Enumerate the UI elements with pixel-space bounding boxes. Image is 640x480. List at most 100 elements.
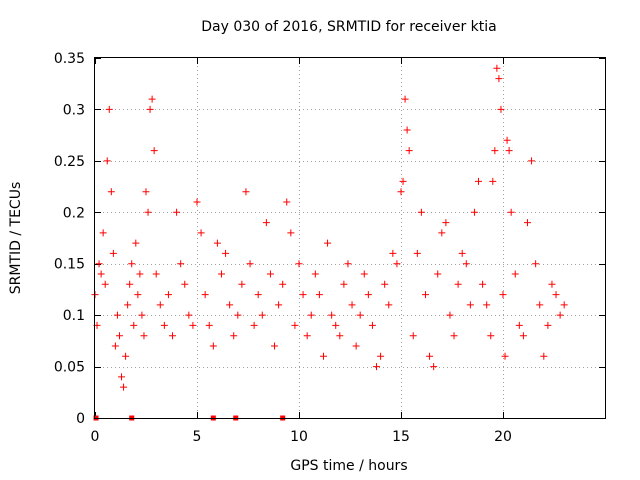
data-point bbox=[470, 208, 478, 216]
data-point bbox=[497, 105, 505, 113]
y-tick-label: 0.1 bbox=[63, 308, 85, 324]
data-point bbox=[201, 291, 209, 299]
data-point bbox=[446, 311, 454, 319]
data-point bbox=[120, 383, 128, 391]
data-point bbox=[381, 280, 389, 288]
data-point bbox=[287, 229, 295, 237]
data-series bbox=[91, 64, 568, 391]
data-point bbox=[189, 321, 197, 329]
y-axis: 0 0.05 0.1 0.15 0.2 0.25 0.3 0.35 bbox=[54, 51, 605, 427]
data-point bbox=[266, 270, 274, 278]
data-point bbox=[548, 280, 556, 288]
data-point bbox=[536, 301, 544, 309]
data-point bbox=[275, 301, 283, 309]
data-point bbox=[234, 311, 242, 319]
data-point bbox=[511, 270, 519, 278]
data-point bbox=[409, 332, 417, 340]
data-point bbox=[226, 301, 234, 309]
data-point bbox=[332, 321, 340, 329]
data-point bbox=[230, 332, 238, 340]
data-point bbox=[222, 249, 230, 257]
data-point bbox=[413, 249, 421, 257]
data-point bbox=[501, 352, 509, 360]
data-point bbox=[532, 260, 540, 268]
data-point bbox=[111, 342, 119, 350]
data-point bbox=[205, 321, 213, 329]
data-point bbox=[132, 239, 140, 247]
data-point bbox=[352, 342, 360, 350]
data-point bbox=[528, 157, 536, 165]
data-point bbox=[146, 105, 154, 113]
data-point bbox=[430, 363, 438, 371]
data-point bbox=[489, 177, 497, 185]
data-point bbox=[107, 188, 115, 196]
data-point bbox=[97, 270, 105, 278]
data-point bbox=[560, 301, 568, 309]
data-point bbox=[515, 321, 523, 329]
data-point bbox=[399, 177, 407, 185]
data-point bbox=[136, 270, 144, 278]
data-point bbox=[397, 188, 405, 196]
data-point bbox=[164, 291, 172, 299]
data-point bbox=[403, 126, 411, 134]
data-point bbox=[495, 75, 503, 83]
data-point bbox=[115, 332, 123, 340]
data-point bbox=[140, 332, 148, 340]
data-point bbox=[113, 311, 121, 319]
data-point bbox=[250, 321, 258, 329]
data-point bbox=[103, 157, 111, 165]
data-point bbox=[389, 249, 397, 257]
data-point bbox=[128, 260, 136, 268]
data-point bbox=[368, 321, 376, 329]
data-point bbox=[393, 260, 401, 268]
data-point bbox=[319, 352, 327, 360]
data-point bbox=[324, 239, 332, 247]
data-point bbox=[421, 291, 429, 299]
y-tick-label: 0.05 bbox=[54, 360, 85, 376]
data-point bbox=[507, 208, 515, 216]
data-point bbox=[540, 352, 548, 360]
data-point bbox=[401, 95, 409, 103]
data-point bbox=[377, 352, 385, 360]
data-point bbox=[213, 239, 221, 247]
data-point bbox=[348, 301, 356, 309]
data-point bbox=[138, 311, 146, 319]
data-point bbox=[126, 280, 134, 288]
y-tick-label: 0.15 bbox=[54, 257, 85, 273]
data-point bbox=[134, 291, 142, 299]
data-point bbox=[181, 280, 189, 288]
data-point bbox=[434, 270, 442, 278]
data-point bbox=[364, 291, 372, 299]
y-tick-label: 0.25 bbox=[54, 154, 85, 170]
data-point bbox=[169, 332, 177, 340]
data-point bbox=[426, 352, 434, 360]
x-axis-label: GPS time / hours bbox=[290, 458, 407, 474]
data-point bbox=[523, 219, 531, 227]
data-point bbox=[173, 208, 181, 216]
x-tick-label: 20 bbox=[494, 429, 512, 445]
data-point bbox=[299, 291, 307, 299]
data-point bbox=[307, 311, 315, 319]
data-point bbox=[242, 188, 250, 196]
data-point bbox=[454, 280, 462, 288]
data-point bbox=[262, 219, 270, 227]
data-point bbox=[246, 260, 254, 268]
data-point bbox=[254, 291, 262, 299]
y-tick-label: 0 bbox=[76, 411, 85, 427]
data-point bbox=[118, 373, 126, 381]
data-point bbox=[95, 260, 103, 268]
data-point bbox=[130, 321, 138, 329]
chart-title: Day 030 of 2016, SRMTID for receiver kti… bbox=[201, 19, 496, 35]
data-point bbox=[291, 321, 299, 329]
data-point bbox=[271, 342, 279, 350]
data-point bbox=[150, 147, 158, 155]
data-point bbox=[315, 291, 323, 299]
data-point bbox=[356, 311, 364, 319]
data-point bbox=[462, 260, 470, 268]
data-point bbox=[360, 270, 368, 278]
data-point bbox=[109, 249, 117, 257]
data-point bbox=[105, 105, 113, 113]
data-point bbox=[340, 280, 348, 288]
data-point bbox=[142, 188, 150, 196]
